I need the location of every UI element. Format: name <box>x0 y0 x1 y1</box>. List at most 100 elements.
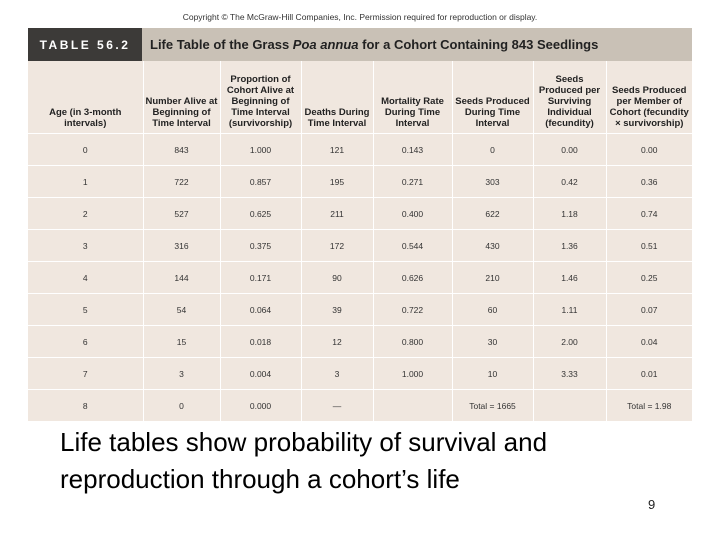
table-row: 5 54 0.064 39 0.722 60 1.11 0.07 <box>28 293 692 326</box>
table-cell: 1.11 <box>532 293 606 326</box>
copyright-notice: Copyright © The McGraw-Hill Companies, I… <box>182 12 538 22</box>
table-cell: 0.018 <box>219 325 301 358</box>
table-cell: 0 <box>451 133 533 166</box>
table-title-species: Poa annua <box>292 37 359 52</box>
slide-caption: Life tables show probability of survival… <box>60 427 548 494</box>
table-cell: 54 <box>142 293 220 326</box>
table-title-prefix: Life Table of the Grass <box>150 37 293 52</box>
column-header: Seeds Produced per Surviving Individual … <box>532 61 606 134</box>
table-cell: 3 <box>300 357 373 390</box>
table-row: 4 144 0.171 90 0.626 210 1.46 0.25 <box>28 261 692 294</box>
table-cell: 0.544 <box>372 229 452 262</box>
table-cell: 0.000 <box>219 389 301 421</box>
table-cell: 5 <box>28 293 143 326</box>
table-body: 0 843 1.000 121 0.143 0 0.00 0.00 1 722 0.857 195 0.… <box>28 133 692 421</box>
table-cell: 0.143 <box>372 133 452 166</box>
table-cell: 0 <box>28 133 143 166</box>
table-cell: 12 <box>300 325 373 358</box>
table-cell: 1.46 <box>532 261 606 294</box>
table-cell: 0.271 <box>372 165 452 198</box>
table-cell: 0.722 <box>372 293 452 326</box>
table-cell: 1.18 <box>532 197 606 230</box>
table-cell: 0.04 <box>605 325 692 358</box>
table-cell: 3 <box>28 229 143 262</box>
table-title: Life Table of the Grass Poa annua for a … <box>142 37 598 52</box>
table-cell: — <box>300 389 373 421</box>
table-number: TABLE 56.2 <box>28 28 142 61</box>
table-cell: 90 <box>300 261 373 294</box>
table-cell: 3.33 <box>532 357 606 390</box>
table-cell <box>532 389 606 421</box>
table-cell: 0.25 <box>605 261 692 294</box>
table-cell: 2.00 <box>532 325 606 358</box>
table-cell: 0.74 <box>605 197 692 230</box>
column-header: Age (in 3-month intervals) <box>28 61 143 134</box>
table-row: 6 15 0.018 12 0.800 30 2.00 0.04 <box>28 325 692 358</box>
table-cell: 622 <box>451 197 533 230</box>
table-cell: 1.36 <box>532 229 606 262</box>
table-cell: 1.000 <box>219 133 301 166</box>
table-cell: 0.004 <box>219 357 301 390</box>
table-row: 0 843 1.000 121 0.143 0 0.00 0.00 <box>28 133 692 166</box>
table-title-bar: TABLE 56.2 Life Table of the Grass Poa a… <box>28 28 692 61</box>
table-cell: 0.36 <box>605 165 692 198</box>
table-cell: 430 <box>451 229 533 262</box>
column-header: Seeds Produced During Time Interval <box>451 61 533 134</box>
table-cell: 0.171 <box>219 261 301 294</box>
column-header: Number Alive at Beginning of Time Interv… <box>142 61 220 134</box>
table-row: 1 722 0.857 195 0.271 303 0.42 0.36 <box>28 165 692 198</box>
table-cell: Total = 1665 <box>451 389 533 421</box>
table-cell: 722 <box>142 165 220 198</box>
table-cell: 0.51 <box>605 229 692 262</box>
page-number: 9 <box>648 497 656 512</box>
table-cell: 121 <box>300 133 373 166</box>
table-cell: 2 <box>28 197 143 230</box>
table-cell: 6 <box>28 325 143 358</box>
table-cell: 0.800 <box>372 325 452 358</box>
table-row: 7 3 0.004 3 1.000 10 3.33 0.01 <box>28 357 692 390</box>
table-cell: 527 <box>142 197 220 230</box>
life-table: TABLE 56.2 Life Table of the Grass Poa a… <box>28 28 692 421</box>
table-cell: 30 <box>451 325 533 358</box>
table-cell: 0.625 <box>219 197 301 230</box>
table-cell: 0.42 <box>532 165 606 198</box>
table-cell: 60 <box>451 293 533 326</box>
table-row: 8 0 0.000— Total = 1665 Total = 1.98 <box>28 389 692 421</box>
table-cell: 4 <box>28 261 143 294</box>
table-cell: 316 <box>142 229 220 262</box>
table-cell: 211 <box>300 197 373 230</box>
table-cell: 8 <box>28 389 143 421</box>
table-cell: 0.00 <box>532 133 606 166</box>
table-cell <box>372 389 452 421</box>
table-cell: 144 <box>142 261 220 294</box>
table-cell: 15 <box>142 325 220 358</box>
table-header-row: Age (in 3-month intervals) Number Alive a… <box>28 61 692 134</box>
table-cell: 0.375 <box>219 229 301 262</box>
table-cell: 172 <box>300 229 373 262</box>
column-header: Proportion of Cohort Alive at Beginning … <box>219 61 301 134</box>
table-cell: 303 <box>451 165 533 198</box>
table-cell: 195 <box>300 165 373 198</box>
table-row: 3 316 0.375 172 0.544 430 1.36 0.51 <box>28 229 692 262</box>
table-cell: 210 <box>451 261 533 294</box>
table-cell: 3 <box>142 357 220 390</box>
table-cell: 0 <box>142 389 220 421</box>
table-cell: 0.857 <box>219 165 301 198</box>
table-row: 2 527 0.625 211 0.400 622 1.18 0.74 <box>28 197 692 230</box>
table-cell: 0.626 <box>372 261 452 294</box>
table-cell: 39 <box>300 293 373 326</box>
life-table-grid: Age (in 3-month intervals) Number Alive a… <box>28 61 692 421</box>
table-cell: 843 <box>142 133 220 166</box>
table-cell: 0.064 <box>219 293 301 326</box>
table-cell: 10 <box>451 357 533 390</box>
column-header: Seeds Produced per Member of Cohort (fec… <box>605 61 692 134</box>
table-cell: 1.000 <box>372 357 452 390</box>
column-header: Mortality Rate During Time Interval <box>372 61 452 134</box>
table-title-suffix: for a Cohort Containing 843 Seedlings <box>358 37 599 52</box>
table-cell: Total = 1.98 <box>605 389 692 421</box>
column-header: Deaths During Time Interval <box>300 61 373 134</box>
table-cell: 0.07 <box>605 293 692 326</box>
table-cell: 1 <box>28 165 143 198</box>
table-cell: 0.400 <box>372 197 452 230</box>
table-cell: 0.01 <box>605 357 692 390</box>
